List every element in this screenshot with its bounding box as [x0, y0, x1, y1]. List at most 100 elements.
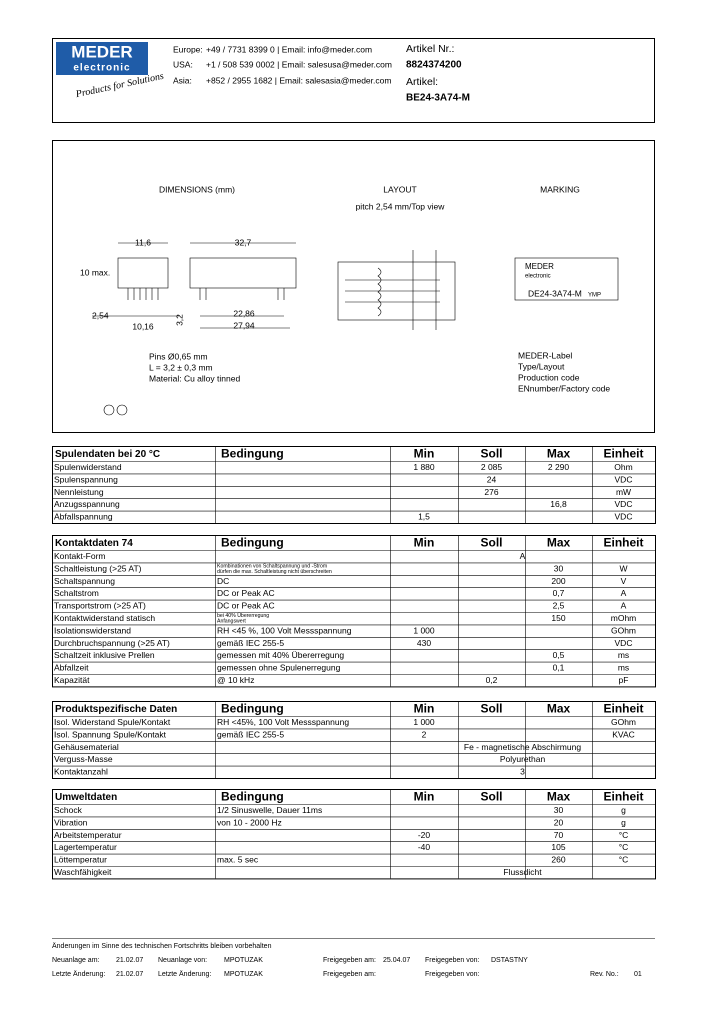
value: °C [619, 830, 629, 840]
value: VDC [615, 474, 633, 484]
value: 1 880 [413, 462, 435, 472]
value: °C [619, 855, 629, 865]
column-header: Bedingung [221, 790, 284, 804]
layout-title: LAYOUT [383, 184, 416, 194]
condition: RH <45 %, 100 Volt Messspannung [217, 625, 352, 635]
table-frame [52, 535, 656, 688]
contact-region: USA: [173, 59, 193, 69]
parameter: Kontakt-Form [54, 551, 106, 561]
pitch: pitch 2,54 mm/Top view [356, 201, 446, 211]
label-brand: MEDER [525, 262, 554, 271]
contact-region: Europe: [173, 44, 203, 54]
pin-length: L = 3,2 ± 0,3 mm [149, 362, 213, 372]
label-sub: electronic [525, 274, 551, 280]
value: 0,5 [553, 650, 565, 660]
value: 150 [551, 613, 565, 623]
dim-width: 11,6 [135, 237, 151, 247]
dim-row: 10,16 [132, 321, 154, 331]
parameter: Abfallspannung [54, 512, 113, 522]
footer-label: Letzte Änderung: [52, 970, 105, 978]
footer-label: Freigegeben am: [323, 971, 376, 978]
footer-label: Rev. No.: [590, 971, 619, 978]
value: 2 085 [481, 462, 503, 472]
footer-note: Änderungen im Sinne des technischen Fort… [52, 942, 272, 950]
column-header: Bedingung [221, 536, 284, 550]
value: g [621, 805, 626, 815]
condition: gemäß IEC 255-5 [217, 729, 284, 739]
article-label: Artikel: [406, 76, 438, 88]
value: ms [618, 663, 629, 673]
value: GOhm [611, 625, 636, 635]
footer-label: Letzte Änderung: [158, 970, 211, 978]
logo-sub: electronic [73, 63, 130, 74]
value: 1,5 [418, 512, 430, 522]
parameter: Lagertemperatur [54, 842, 117, 852]
drawing-box [52, 140, 655, 433]
footer-value: 25.04.07 [383, 957, 410, 964]
value: °C [619, 842, 629, 852]
parameter: Anzugsspannung [54, 499, 120, 509]
condition: max. 5 sec [217, 855, 259, 865]
article-no: 8824374200 [406, 60, 462, 71]
footer-label: Neuanlage von: [158, 957, 207, 964]
value: 30 [554, 805, 564, 815]
parameter: Transportstrom (>25 AT) [54, 601, 146, 611]
column-header: Min [414, 536, 435, 550]
dim-inner: 22,86 [233, 308, 255, 318]
value: 260 [551, 855, 565, 865]
footer-label: Neuanlage am: [52, 957, 100, 964]
condition-note: Kombinationen von Schaltspannung und -St… [217, 563, 327, 569]
value: 200 [551, 576, 565, 586]
column-header: Max [547, 790, 571, 804]
value: 0,2 [486, 675, 498, 685]
parameter: Schock [54, 805, 83, 815]
value: ms [618, 650, 629, 660]
value: 2 [422, 729, 427, 739]
condition-note: dürfen die max. Schaltleistung nicht übe… [217, 569, 332, 575]
value: g [621, 817, 626, 827]
table-frame [52, 446, 656, 524]
parameter: Isol. Spannung Spule/Kontakt [54, 729, 167, 739]
column-header: Max [547, 447, 571, 461]
table-title: Kontaktdaten 74 [55, 538, 133, 549]
dim-height: 10 max. [80, 267, 110, 277]
value: 16,8 [550, 499, 567, 509]
value: 70 [554, 830, 564, 840]
condition: gemessen mit 40% Übererregung [217, 650, 344, 660]
value: Flussdicht [503, 867, 542, 877]
parameter: Durchbruchspannung (>25 AT) [54, 638, 170, 648]
logo-box [56, 42, 148, 75]
parameter: Schaltstrom [54, 588, 99, 598]
value: 0,1 [553, 663, 565, 673]
table-frame [52, 789, 656, 880]
logo: MEDER [71, 42, 132, 61]
parameter: Kontaktwiderstand statisch [54, 613, 155, 623]
footer: Änderungen im Sinne des technischen Fort… [52, 942, 642, 978]
table-title: Produktspezifische Daten [55, 704, 177, 715]
value: 3 [520, 767, 525, 777]
column-header: Soll [480, 447, 502, 461]
column-header: Soll [480, 702, 502, 716]
parameter: Arbeitstemperatur [54, 830, 122, 840]
condition: DC [217, 576, 229, 586]
column-header: Soll [480, 790, 502, 804]
column-header: Max [547, 536, 571, 550]
value: W [619, 563, 627, 573]
column-header: Soll [480, 536, 502, 550]
parameter: Nennleistung [54, 487, 104, 497]
value: 1 000 [413, 625, 435, 635]
column-header: Min [414, 702, 435, 716]
column-header: Einheit [603, 447, 643, 461]
pins: Pins Ø0,65 mm [149, 351, 208, 361]
parameter: Isolationswiderstand [54, 625, 131, 635]
condition: @ 10 kHz [217, 675, 254, 685]
dim-outer: 27,94 [233, 320, 255, 330]
footer-value: 21.02.07 [116, 971, 143, 978]
footer-value: 01 [634, 971, 642, 978]
parameter: Löttemperatur [54, 855, 107, 865]
contact-text: +1 / 508 539 0002 | Email: salesusa@mede… [206, 59, 392, 69]
dim-length: 32,7 [235, 237, 252, 247]
legend-item: ENnumber/Factory code [518, 383, 610, 393]
footer-value: DSTASTNY [491, 957, 528, 964]
column-header: Bedingung [221, 447, 284, 461]
